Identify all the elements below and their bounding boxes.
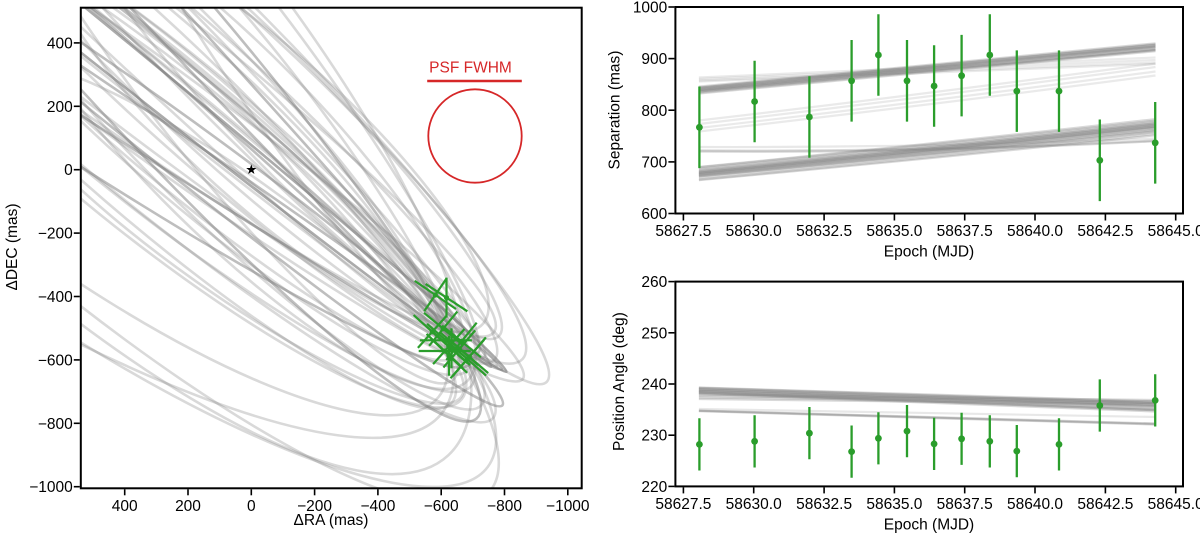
svg-text:−200: −200 xyxy=(297,498,332,515)
svg-text:400: 400 xyxy=(112,498,138,515)
svg-text:−200: −200 xyxy=(38,226,73,243)
svg-text:58627.5: 58627.5 xyxy=(655,223,711,240)
svg-text:−800: −800 xyxy=(487,498,522,515)
svg-text:600: 600 xyxy=(641,206,667,223)
svg-text:400: 400 xyxy=(47,35,73,52)
svg-text:58640.0: 58640.0 xyxy=(1007,496,1063,513)
svg-text:58627.5: 58627.5 xyxy=(655,496,711,513)
svg-text:240: 240 xyxy=(641,377,667,394)
svg-text:200: 200 xyxy=(175,498,201,515)
svg-text:58645.0: 58645.0 xyxy=(1148,223,1200,240)
svg-text:58637.5: 58637.5 xyxy=(937,496,993,513)
svg-text:−1000: −1000 xyxy=(29,479,73,496)
svg-text:Position Angle (deg): Position Angle (deg) xyxy=(611,312,628,451)
svg-text:58632.5: 58632.5 xyxy=(796,223,852,240)
svg-text:58630.0: 58630.0 xyxy=(726,223,782,240)
svg-text:−1000: −1000 xyxy=(546,498,590,515)
svg-text:ΔDEC (mas): ΔDEC (mas) xyxy=(4,204,21,291)
svg-text:−400: −400 xyxy=(360,498,395,515)
svg-text:700: 700 xyxy=(641,154,667,171)
svg-text:58642.5: 58642.5 xyxy=(1077,496,1133,513)
svg-text:−400: −400 xyxy=(38,289,73,306)
svg-text:200: 200 xyxy=(47,99,73,116)
svg-text:Separation (mas): Separation (mas) xyxy=(607,51,624,170)
svg-text:PSF FWHM: PSF FWHM xyxy=(429,60,512,77)
svg-text:800: 800 xyxy=(641,103,667,120)
svg-text:Epoch (MJD): Epoch (MJD) xyxy=(884,243,974,260)
svg-text:0: 0 xyxy=(247,498,256,515)
svg-text:58637.5: 58637.5 xyxy=(937,223,993,240)
svg-text:58635.0: 58635.0 xyxy=(866,223,922,240)
svg-text:250: 250 xyxy=(641,325,667,342)
svg-text:ΔRA (mas): ΔRA (mas) xyxy=(294,512,369,529)
svg-text:58630.0: 58630.0 xyxy=(726,496,782,513)
svg-text:0: 0 xyxy=(64,162,73,179)
svg-text:Epoch (MJD): Epoch (MJD) xyxy=(884,516,974,533)
svg-text:58632.5: 58632.5 xyxy=(796,496,852,513)
svg-text:230: 230 xyxy=(641,428,667,445)
svg-text:1000: 1000 xyxy=(633,0,668,17)
svg-text:260: 260 xyxy=(641,274,667,291)
svg-text:58635.0: 58635.0 xyxy=(866,496,922,513)
svg-text:−800: −800 xyxy=(38,416,73,433)
svg-text:58640.0: 58640.0 xyxy=(1007,223,1063,240)
svg-text:58645.0: 58645.0 xyxy=(1148,496,1200,513)
svg-text:−600: −600 xyxy=(38,352,73,369)
svg-text:900: 900 xyxy=(641,51,667,68)
svg-text:58642.5: 58642.5 xyxy=(1077,223,1133,240)
svg-text:−600: −600 xyxy=(424,498,459,515)
svg-text:220: 220 xyxy=(641,479,667,496)
